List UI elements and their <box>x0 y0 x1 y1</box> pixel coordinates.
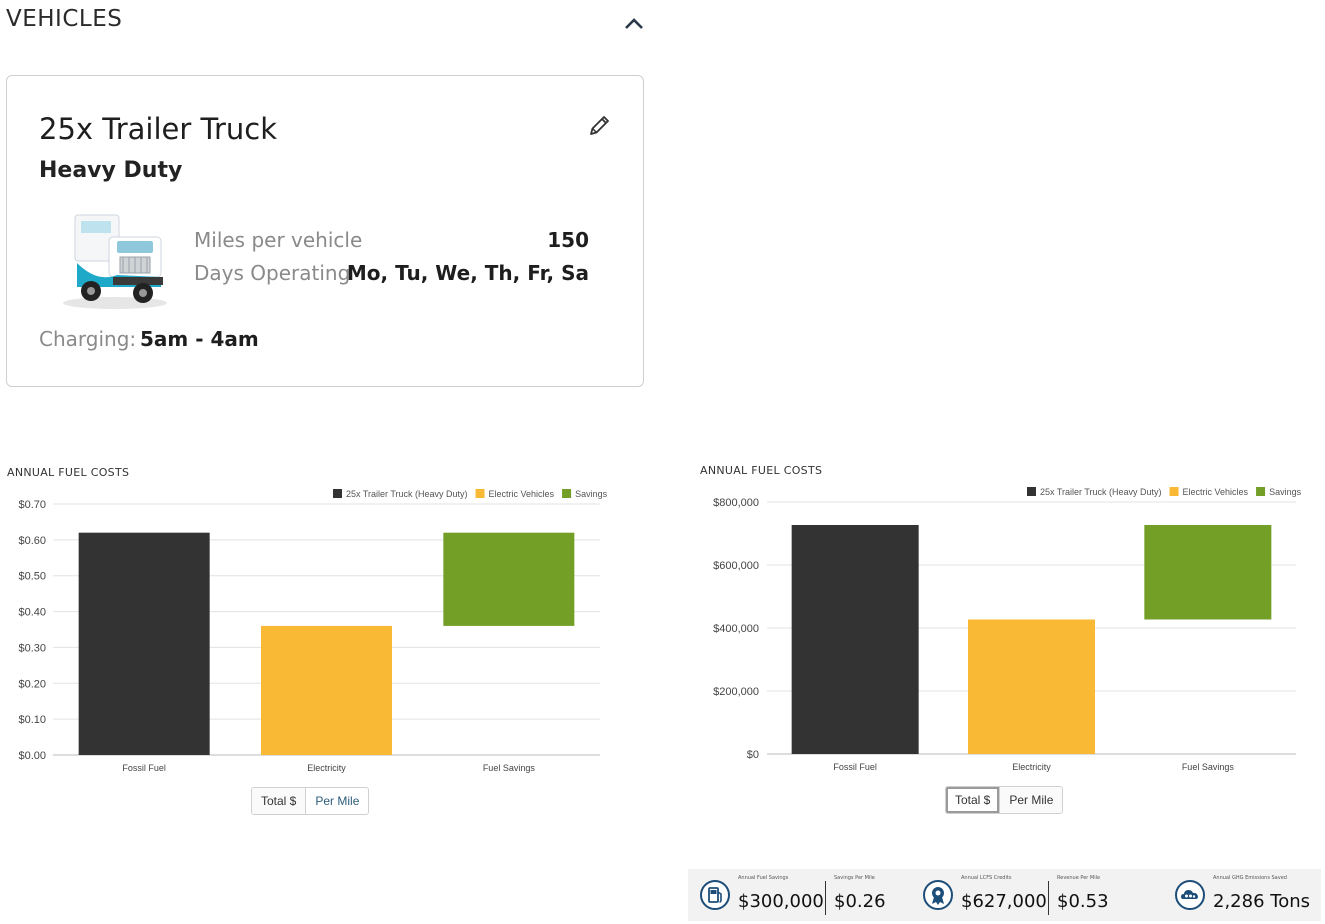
summary-caption: Annual LCFS Credits <box>961 875 1012 881</box>
toggle-divider <box>305 788 307 814</box>
summary-value: $300,000 <box>738 891 824 912</box>
charging-value: 5am - 4am <box>140 327 259 351</box>
vehicle-card[interactable]: 25x Trailer Truck Heavy Duty Miles per v… <box>6 75 644 387</box>
legend-label: Electric Vehicles <box>489 489 555 499</box>
fuel-pump-icon <box>700 880 730 910</box>
summary-value: $627,000 <box>961 891 1047 912</box>
y-tick-label: $800,000 <box>713 497 759 509</box>
summary-divider <box>825 881 826 915</box>
summary-bar: Annual Fuel Savings $300,000 Savings Per… <box>688 869 1321 921</box>
y-tick-label: $0.50 <box>18 571 46 583</box>
summary-caption: Annual Fuel Savings <box>738 875 789 881</box>
legend-swatch <box>562 489 572 498</box>
vehicle-class: Heavy Duty <box>39 158 183 183</box>
miles-value: 150 <box>547 228 589 252</box>
bar-fuel-savings <box>1144 524 1272 620</box>
legend-label: Savings <box>1269 487 1302 497</box>
summary-caption: Revenue Per Mile <box>1057 875 1101 881</box>
legend-swatch <box>475 489 485 498</box>
y-tick-label: $0 <box>747 749 759 761</box>
pencil-edit-icon[interactable] <box>587 112 613 138</box>
legend-swatch <box>1256 487 1266 496</box>
legend-swatch <box>1169 487 1179 496</box>
y-tick-label: $0.70 <box>18 499 46 511</box>
bar-fossil-fuel <box>78 532 210 755</box>
summary-caption: Annual GHG Emissions Saved <box>1213 875 1287 881</box>
summary-value: 2,286 Tons <box>1213 891 1310 912</box>
bar-electricity <box>968 619 1095 754</box>
legend-swatch <box>333 489 342 498</box>
x-tick-label: Fossil Fuel <box>122 763 166 773</box>
legend-label: 25x Trailer Truck (Heavy Duty) <box>1040 487 1162 497</box>
x-tick-label: Electricity <box>307 763 346 773</box>
legend-label: 25x Trailer Truck (Heavy Duty) <box>346 489 468 499</box>
days-value: Mo, Tu, We, Th, Fr, Sa <box>346 261 589 285</box>
legend-swatch <box>1027 487 1036 496</box>
y-tick-label: $0.10 <box>18 714 46 726</box>
y-tick-label: $600,000 <box>713 560 759 572</box>
y-tick-label: $0.40 <box>18 607 46 619</box>
left-view-toggle[interactable]: Total $ Per Mile <box>251 787 370 815</box>
award-badge-icon <box>923 880 953 910</box>
truck-image <box>63 214 167 309</box>
summary-divider <box>1048 881 1049 915</box>
right-total-button[interactable]: Total $ <box>946 787 1000 813</box>
section-title: VEHICLES <box>6 6 123 32</box>
days-label: Days Operating <box>194 261 351 285</box>
right-per-mile-button[interactable]: Per Mile <box>1000 787 1063 813</box>
y-tick-label: $0.60 <box>18 535 46 547</box>
legend-label: Savings <box>575 489 608 499</box>
left-total-button[interactable]: Total $ <box>252 788 306 814</box>
toggle-divider <box>999 787 1001 813</box>
left-chart-title: ANNUAL FUEL COSTS <box>7 466 130 479</box>
summary-caption: Savings Per Mile <box>834 875 875 881</box>
vehicle-name: 25x Trailer Truck <box>39 112 278 146</box>
summary-value: $0.53 <box>1057 891 1109 912</box>
bar-fossil-fuel <box>791 524 919 754</box>
y-tick-label: $0.30 <box>18 642 46 654</box>
cloud-co2-icon <box>1175 880 1205 910</box>
bar-electricity <box>261 625 392 755</box>
y-tick-label: $0.00 <box>18 750 46 762</box>
left-fuel-cost-chart: $0.00 $0.10 $0.20 $0.30 $0.40 $0.50 $0.60 $0.70… <box>18 489 608 773</box>
miles-label: Miles per vehicle <box>194 228 363 252</box>
x-tick-label: Electricity <box>1012 762 1051 772</box>
y-tick-label: $200,000 <box>713 686 759 698</box>
right-chart-title: ANNUAL FUEL COSTS <box>700 464 823 477</box>
summary-value: $0.26 <box>834 891 886 912</box>
chevron-up-icon[interactable] <box>622 14 646 34</box>
x-tick-label: Fuel Savings <box>1182 762 1235 772</box>
left-per-mile-button[interactable]: Per Mile <box>315 794 360 808</box>
charging-label: Charging: <box>39 327 137 351</box>
y-tick-label: $400,000 <box>713 623 759 635</box>
right-fuel-cost-chart: $0 $200,000 $400,000 $600,000 $800,000 Fossil… <box>713 487 1302 772</box>
right-view-toggle[interactable]: Total $ Per Mile <box>945 786 1064 814</box>
x-tick-label: Fuel Savings <box>483 763 536 773</box>
y-tick-label: $0.20 <box>18 678 46 690</box>
legend-label: Electric Vehicles <box>1183 487 1249 497</box>
x-tick-label: Fossil Fuel <box>833 762 877 772</box>
bar-fuel-savings <box>443 532 575 626</box>
